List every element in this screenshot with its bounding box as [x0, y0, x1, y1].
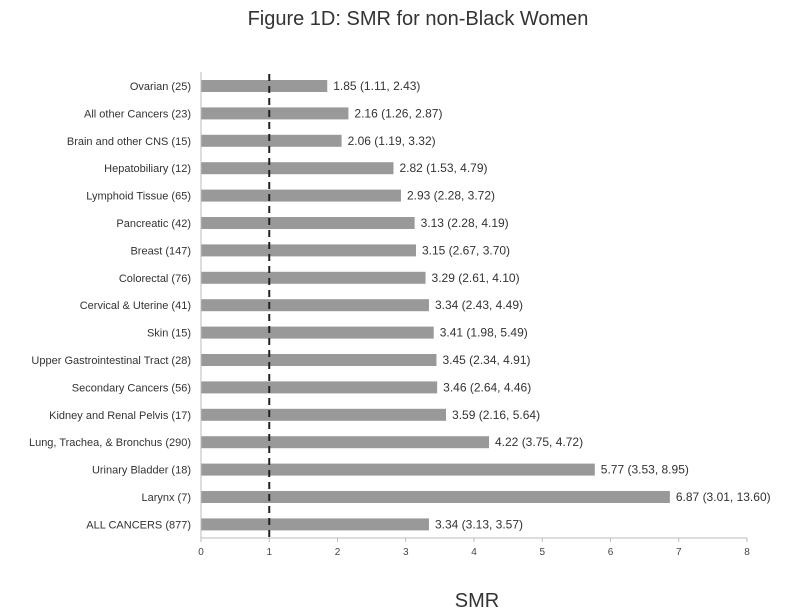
- x-axis-title: SMR: [455, 590, 499, 612]
- x-axis-ticks: 0 1 2 3 4 5 6 7 8: [198, 538, 750, 558]
- category-label: Breast (147): [130, 245, 191, 257]
- data-label: 6.87 (3.01, 13.60): [676, 490, 771, 504]
- data-label: 3.46 (2.64, 4.46): [443, 380, 531, 394]
- category-label: Larynx (7): [141, 492, 191, 504]
- x-tick-label: 1: [266, 547, 272, 558]
- bars: [201, 80, 670, 531]
- data-label: 2.16 (1.26, 2.87): [354, 106, 442, 120]
- data-label: 3.15 (2.67, 3.70): [422, 243, 510, 257]
- x-tick-label: 6: [608, 547, 614, 558]
- data-label: 1.85 (1.11, 2.43): [333, 79, 420, 93]
- bar: [201, 436, 490, 449]
- category-label: Ovarian (25): [130, 81, 191, 93]
- bar: [201, 354, 437, 366]
- data-labels: 1.85 (1.11, 2.43) 2.16 (1.26, 2.87) 2.06 (…: [333, 79, 770, 531]
- x-tick-label: 4: [471, 547, 477, 558]
- data-label: 5.77 (3.53, 8.95): [601, 463, 689, 477]
- data-label: 3.34 (2.43, 4.49): [435, 298, 523, 312]
- bar: [201, 189, 401, 202]
- data-label: 3.34 (3.13, 3.57): [435, 517, 523, 531]
- category-label: ALL CANCERS (877): [86, 519, 191, 531]
- bar: [201, 408, 447, 421]
- x-tick-label: 8: [744, 547, 750, 558]
- category-label: Pancreatic (42): [116, 218, 191, 230]
- data-label: 2.06 (1.19, 3.32): [348, 134, 436, 148]
- bar: [201, 299, 429, 312]
- bar: [201, 162, 394, 175]
- category-label: Urinary Bladder (18): [92, 465, 191, 477]
- data-label: 3.29 (2.61, 4.10): [432, 271, 520, 285]
- data-label: 3.59 (2.16, 5.64): [452, 408, 540, 422]
- bar: [201, 463, 595, 476]
- bar: [201, 80, 328, 92]
- data-label: 4.22 (3.75, 4.72): [495, 435, 583, 449]
- category-label: All other Cancers (23): [84, 108, 191, 120]
- category-label: Cervical & Uterine (41): [80, 300, 191, 312]
- bar: [201, 326, 434, 339]
- data-label: 3.13 (2.28, 4.19): [421, 216, 509, 230]
- data-label: 2.93 (2.28, 3.72): [407, 189, 495, 203]
- category-label: Secondary Cancers (56): [72, 382, 191, 394]
- category-labels: Ovarian (25) All other Cancers (23) Brain …: [29, 81, 191, 531]
- category-label: Lung, Trachea, & Bronchus (290): [29, 437, 191, 449]
- bar: [201, 107, 349, 120]
- bar: [201, 217, 415, 229]
- data-label: 3.45 (2.34, 4.91): [442, 353, 530, 367]
- x-tick-label: 5: [539, 547, 545, 558]
- bar: [201, 134, 342, 147]
- bar: [201, 491, 670, 503]
- category-label: Skin (15): [147, 328, 191, 340]
- data-label: 2.82 (1.53, 4.79): [399, 161, 487, 175]
- data-label: 3.41 (1.98, 5.49): [440, 326, 528, 340]
- category-label: Hepatobiliary (12): [104, 163, 191, 175]
- category-label: Brain and other CNS (15): [67, 136, 191, 148]
- category-label: Kidney and Renal Pelvis (17): [49, 410, 191, 422]
- bar: [201, 271, 426, 284]
- bar: [201, 518, 429, 531]
- category-label: Colorectal (76): [119, 273, 191, 285]
- category-label: Lymphoid Tissue (65): [86, 191, 191, 203]
- bar: [201, 381, 438, 394]
- category-label: Upper Gastrointestinal Tract (28): [31, 355, 191, 367]
- chart-title: Figure 1D: SMR for non-Black Women: [248, 8, 589, 30]
- x-tick-label: 3: [403, 547, 409, 558]
- bar: [201, 244, 416, 257]
- x-tick-label: 7: [676, 547, 682, 558]
- x-tick-label: 0: [198, 547, 204, 558]
- x-tick-label: 2: [335, 547, 341, 558]
